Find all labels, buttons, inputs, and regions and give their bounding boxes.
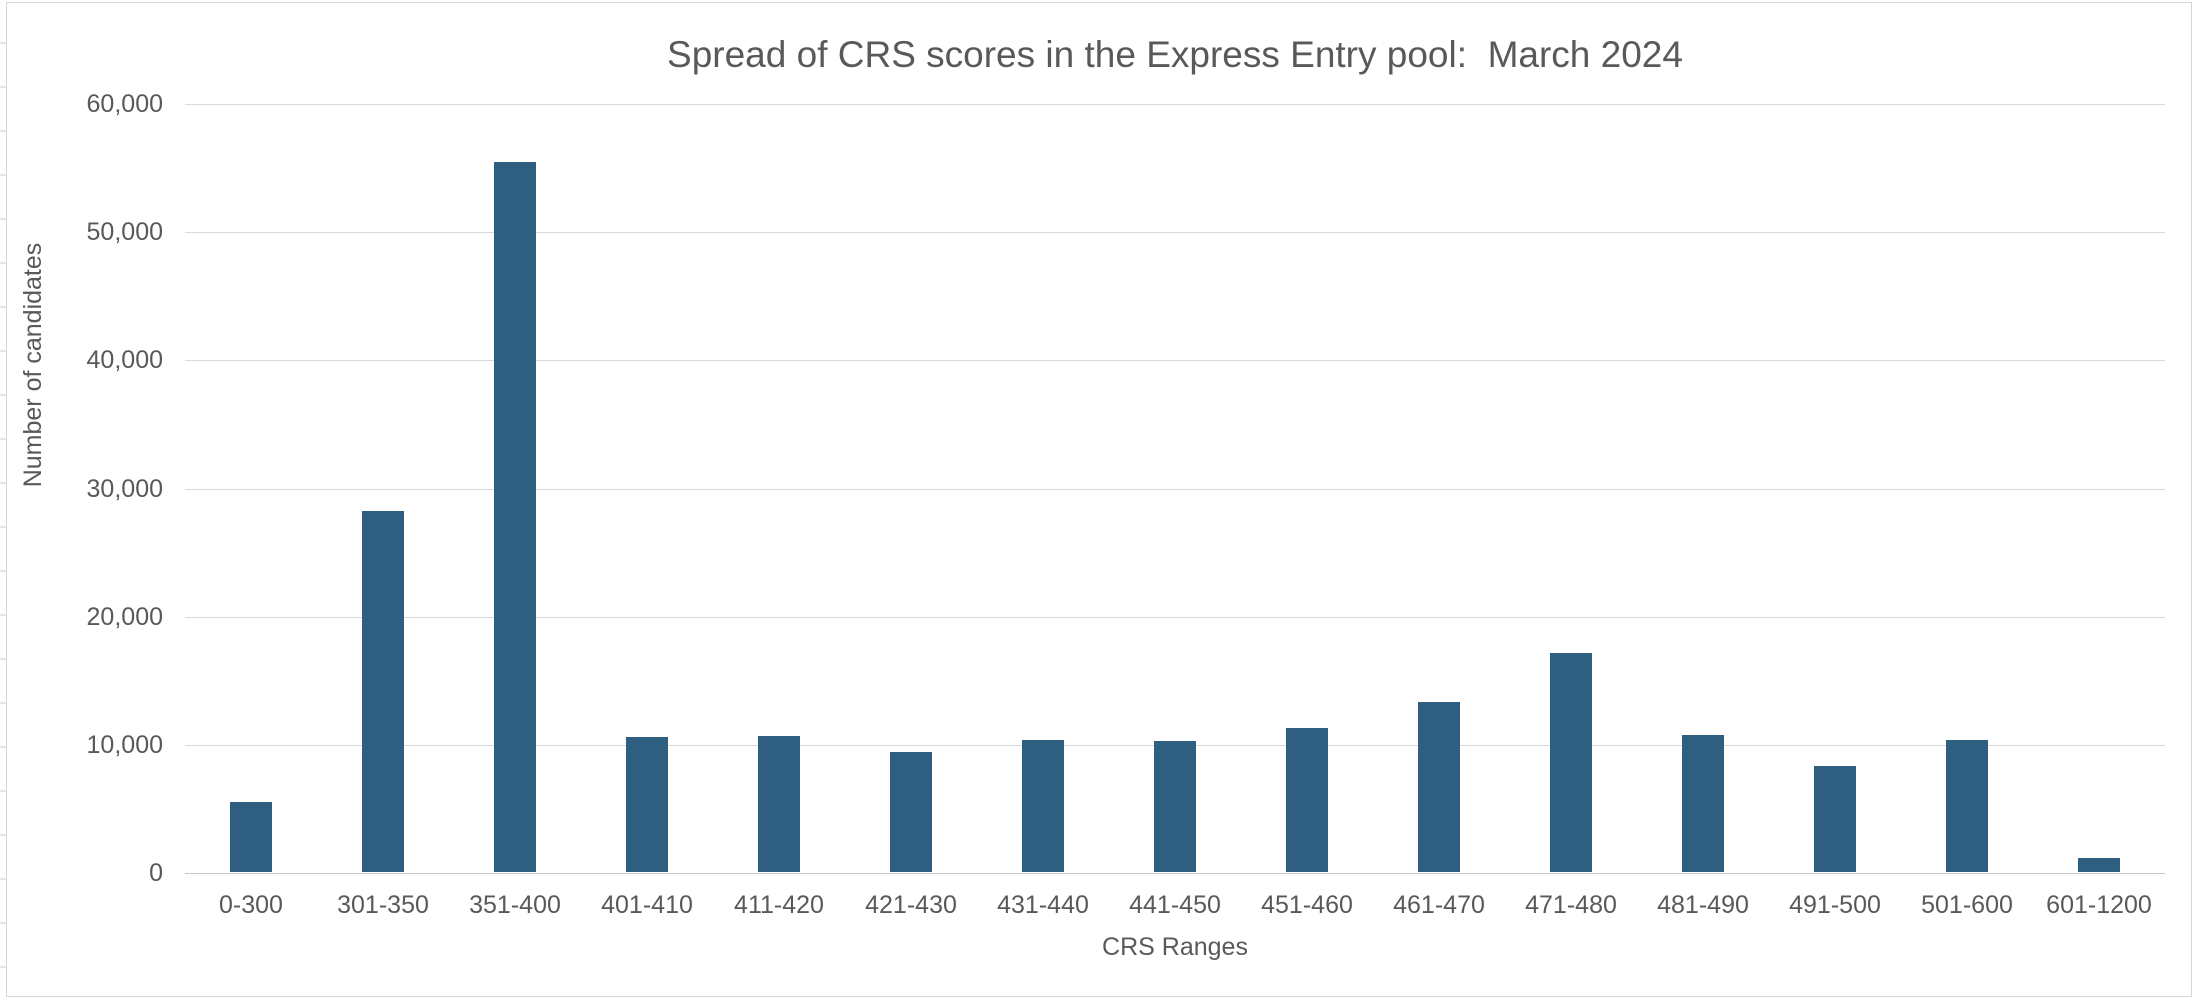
spreadsheet-row-lines	[0, 0, 6, 1002]
plot-area	[185, 104, 2165, 874]
bar-301-350	[362, 511, 404, 872]
x-tick-label-0-300: 0-300	[219, 891, 283, 919]
y-tick-label: 50,000	[86, 218, 163, 246]
bar-351-400	[494, 162, 536, 872]
bar-491-500	[1814, 766, 1856, 872]
y-tick-label: 30,000	[86, 475, 163, 503]
bar-461-470	[1418, 702, 1460, 872]
y-tick-label: 60,000	[86, 90, 163, 118]
gridline	[185, 104, 2165, 105]
x-tick-label-471-480: 471-480	[1525, 891, 1617, 919]
x-tick-label-301-350: 301-350	[337, 891, 429, 919]
x-tick-label-431-440: 431-440	[997, 891, 1089, 919]
bar-481-490	[1682, 735, 1724, 872]
x-axis-title: CRS Ranges	[1102, 933, 1248, 961]
gridline	[185, 360, 2165, 361]
x-tick-label-441-450: 441-450	[1129, 891, 1221, 919]
x-tick-label-421-430: 421-430	[865, 891, 957, 919]
bar-401-410	[626, 737, 668, 872]
x-tick-label-491-500: 491-500	[1789, 891, 1881, 919]
gridline	[185, 617, 2165, 618]
bar-471-480	[1550, 653, 1592, 872]
gridline	[185, 489, 2165, 490]
bar-601-1200	[2078, 858, 2120, 872]
y-tick-label: 0	[149, 859, 163, 887]
x-axis-tick-labels: 0-300 301-350 351-400 401-410 411-420 421-430…	[185, 889, 2165, 921]
y-tick-label: 40,000	[86, 346, 163, 374]
x-tick-label-501-600: 501-600	[1921, 891, 2013, 919]
x-tick-label-451-460: 451-460	[1261, 891, 1353, 919]
bar-431-440	[1022, 740, 1064, 872]
x-tick-label-411-420: 411-420	[734, 891, 824, 919]
x-tick-label-601-1200: 601-1200	[2046, 891, 2152, 919]
gridline	[185, 232, 2165, 233]
y-tick-label: 20,000	[86, 603, 163, 631]
x-tick-label-481-490: 481-490	[1657, 891, 1749, 919]
bar-501-600	[1946, 740, 1988, 872]
y-tick-label: 10,000	[86, 731, 163, 759]
bar-411-420	[758, 736, 800, 872]
y-axis-tick-labels: 0 10,000 20,000 30,000 40,000 50,000 60,000	[7, 90, 163, 887]
chart-card: Spread of CRS scores in the Express Entr…	[6, 2, 2192, 997]
x-axis-line	[185, 873, 2165, 874]
chart-title: Spread of CRS scores in the Express Entr…	[667, 34, 1683, 75]
x-tick-label-401-410: 401-410	[601, 891, 693, 919]
x-tick-label-351-400: 351-400	[469, 891, 561, 919]
bar-0-300	[230, 802, 272, 872]
bar-441-450	[1154, 741, 1196, 872]
x-tick-label-461-470: 461-470	[1393, 891, 1485, 919]
bar-451-460	[1286, 728, 1328, 872]
bar-421-430	[890, 752, 932, 872]
